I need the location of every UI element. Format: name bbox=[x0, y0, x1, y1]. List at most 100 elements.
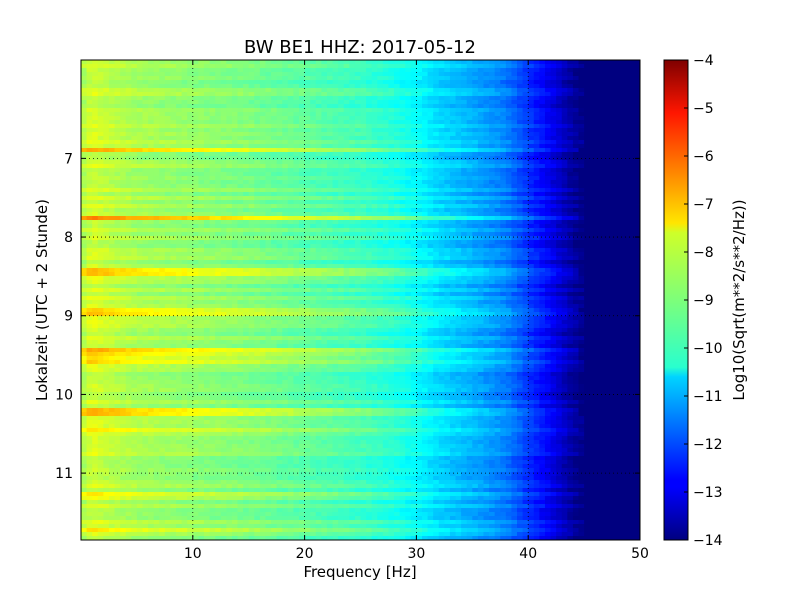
heatmap-cell bbox=[220, 248, 227, 253]
heatmap-cell bbox=[444, 96, 451, 101]
heatmap-cell bbox=[231, 164, 239, 169]
heatmap-cell bbox=[237, 212, 244, 217]
heatmap-cell bbox=[293, 232, 300, 237]
heatmap-cell bbox=[522, 76, 529, 81]
heatmap-cell bbox=[103, 252, 110, 257]
heatmap-cell bbox=[494, 72, 501, 77]
heatmap-cell bbox=[125, 104, 132, 109]
heatmap-cell bbox=[299, 124, 306, 129]
heatmap-cell bbox=[533, 132, 540, 137]
heatmap-cell bbox=[332, 212, 339, 217]
heatmap-cell bbox=[634, 176, 640, 181]
heatmap-cell bbox=[567, 160, 574, 165]
heatmap-cell bbox=[628, 172, 636, 177]
heatmap-cell bbox=[421, 256, 429, 261]
heatmap-cell bbox=[556, 172, 563, 177]
heatmap-cell bbox=[97, 68, 104, 73]
heatmap-cell bbox=[86, 240, 93, 245]
heatmap-cell bbox=[215, 136, 222, 141]
heatmap-cell bbox=[215, 84, 222, 89]
heatmap-cell bbox=[511, 144, 518, 149]
heatmap-cell bbox=[108, 148, 116, 153]
heatmap-cell bbox=[511, 104, 518, 109]
heatmap-cell bbox=[421, 216, 429, 221]
heatmap-cell bbox=[405, 108, 412, 113]
heatmap-cell bbox=[310, 180, 317, 185]
heatmap-cell bbox=[606, 128, 613, 133]
heatmap-cell bbox=[578, 100, 585, 105]
heatmap-cell bbox=[97, 172, 104, 177]
heatmap-cell bbox=[114, 172, 121, 177]
heatmap-cell bbox=[394, 160, 401, 165]
heatmap-cell bbox=[142, 184, 149, 189]
heatmap-cell bbox=[500, 244, 507, 249]
heatmap-cell bbox=[287, 248, 295, 253]
heatmap-cell bbox=[103, 68, 110, 73]
heatmap-cell bbox=[215, 132, 222, 137]
heatmap-cell bbox=[623, 152, 630, 157]
heatmap-cell bbox=[114, 200, 121, 205]
heatmap-cell bbox=[399, 108, 406, 113]
heatmap-cell bbox=[360, 116, 367, 121]
heatmap-cell bbox=[92, 136, 99, 141]
heatmap-cell bbox=[416, 256, 423, 261]
heatmap-cell bbox=[600, 188, 608, 193]
heatmap-cell bbox=[148, 192, 155, 197]
heatmap-cell bbox=[282, 212, 289, 217]
heatmap-cell bbox=[455, 256, 462, 261]
heatmap-cell bbox=[304, 84, 311, 89]
heatmap-cell bbox=[343, 236, 350, 241]
heatmap-cell bbox=[220, 196, 227, 201]
heatmap-cell bbox=[489, 160, 496, 165]
heatmap-cell bbox=[483, 252, 490, 257]
heatmap-cell bbox=[606, 108, 613, 113]
heatmap-cell bbox=[517, 180, 524, 185]
heatmap-cell bbox=[567, 68, 574, 73]
heatmap-cell bbox=[528, 68, 535, 73]
heatmap-cell bbox=[410, 76, 417, 81]
heatmap-cell bbox=[584, 80, 591, 85]
heatmap-cell bbox=[293, 120, 300, 125]
heatmap-cell bbox=[410, 212, 417, 217]
heatmap-cell bbox=[455, 112, 462, 117]
heatmap-cell bbox=[366, 188, 373, 193]
heatmap-cell bbox=[606, 120, 613, 125]
heatmap-cell bbox=[349, 140, 356, 145]
heatmap-cell bbox=[142, 196, 149, 201]
heatmap-cell bbox=[192, 124, 199, 129]
heatmap-cell bbox=[600, 136, 608, 141]
heatmap-cell bbox=[561, 200, 568, 205]
heatmap-cell bbox=[360, 244, 367, 249]
heatmap-cell bbox=[354, 212, 362, 217]
heatmap-cell bbox=[561, 232, 568, 237]
heatmap-cell bbox=[338, 216, 345, 221]
heatmap-cell bbox=[321, 160, 328, 165]
heatmap-cell bbox=[243, 140, 250, 145]
heatmap-cell bbox=[203, 76, 211, 81]
heatmap-cell bbox=[517, 184, 524, 189]
heatmap-cell bbox=[382, 112, 390, 117]
heatmap-cell bbox=[343, 148, 350, 153]
heatmap-cell bbox=[612, 176, 619, 181]
heatmap-cell bbox=[215, 64, 222, 69]
heatmap-cell bbox=[293, 128, 300, 133]
heatmap-cell bbox=[220, 168, 227, 173]
heatmap-cell bbox=[237, 64, 244, 69]
heatmap-cell bbox=[561, 220, 568, 225]
heatmap-cell bbox=[405, 200, 412, 205]
heatmap-cell bbox=[131, 68, 138, 73]
heatmap-cell bbox=[86, 84, 93, 89]
heatmap-cell bbox=[572, 96, 580, 101]
heatmap-cell bbox=[332, 160, 339, 165]
heatmap-cell bbox=[600, 200, 608, 205]
heatmap-cell bbox=[164, 236, 172, 241]
heatmap-cell bbox=[243, 148, 250, 153]
heatmap-cell bbox=[243, 216, 250, 221]
heatmap-cell bbox=[276, 212, 283, 217]
heatmap-cell bbox=[360, 188, 367, 193]
heatmap-cell bbox=[360, 148, 367, 153]
heatmap-cell bbox=[203, 96, 211, 101]
heatmap-cell bbox=[231, 124, 239, 129]
heatmap-cell bbox=[153, 120, 160, 125]
heatmap-cell bbox=[533, 108, 540, 113]
